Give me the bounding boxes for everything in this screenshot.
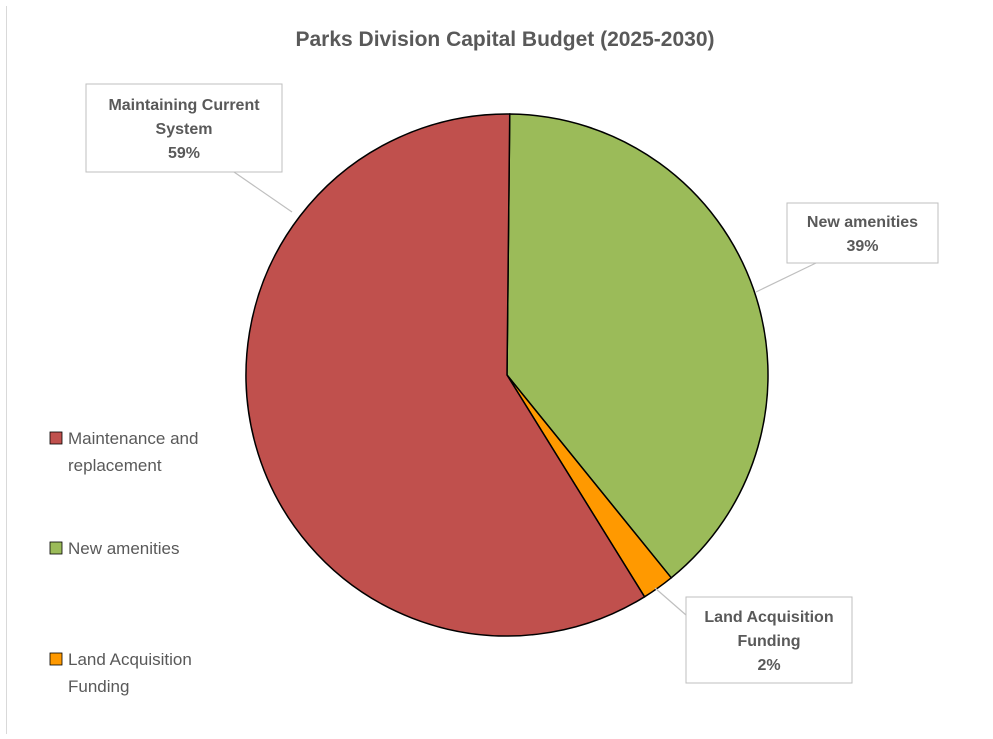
chart-frame bbox=[6, 6, 986, 734]
legend-label: Funding bbox=[68, 677, 129, 696]
callout-box bbox=[786, 202, 939, 264]
callout-leader-line bbox=[654, 587, 687, 616]
legend-swatch bbox=[49, 541, 63, 555]
chart-title: Parks Division Capital Budget (2025-2030… bbox=[296, 28, 715, 51]
callout-box bbox=[85, 83, 283, 173]
legend-swatch bbox=[49, 431, 63, 445]
legend-label: replacement bbox=[68, 456, 162, 475]
legend-label: New amenities bbox=[68, 539, 180, 558]
data-label: Funding bbox=[737, 633, 800, 650]
data-label: 59% bbox=[168, 145, 200, 162]
legend-label: Maintenance and bbox=[68, 429, 198, 448]
callout-leader-line bbox=[755, 262, 817, 293]
pie-slice-new-amenities bbox=[506, 113, 769, 579]
pie-slices bbox=[245, 113, 769, 637]
legend: Maintenance and replacement New amenities L… bbox=[49, 429, 198, 696]
data-label: 2% bbox=[757, 657, 780, 674]
callout-box bbox=[685, 596, 853, 684]
callout-leader-line bbox=[233, 171, 293, 213]
data-label: System bbox=[156, 121, 213, 138]
data-label: 39% bbox=[846, 238, 878, 255]
data-label: New amenities bbox=[807, 214, 918, 231]
legend-label: Land Acquisition bbox=[68, 650, 192, 669]
legend-swatch bbox=[49, 652, 63, 666]
data-label: Land Acquisition bbox=[704, 609, 833, 626]
data-label: Maintaining Current bbox=[108, 97, 260, 114]
pie-slice-maintenance-and-replacement bbox=[245, 113, 646, 637]
data-label-callouts: Maintaining Current System 59% New amenitie… bbox=[85, 83, 939, 684]
